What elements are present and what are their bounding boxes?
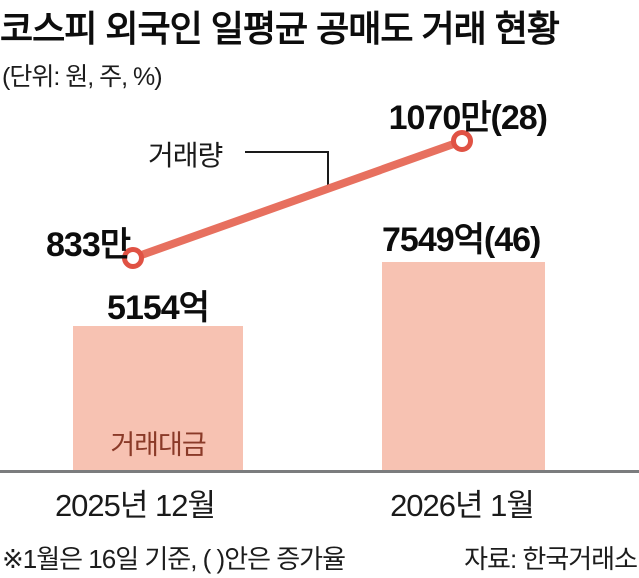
trading-value-2025-12: 5154억 — [107, 289, 210, 327]
line-series-legend: 거래량 — [148, 140, 223, 171]
legend-leader-line — [245, 151, 329, 189]
footer: ※1월은 16일 기준, ( )안은 증가율 자료: 한국거래소 — [2, 539, 638, 576]
footnote: ※1월은 16일 기준, ( )안은 증가율 — [2, 544, 346, 574]
x-axis-line — [0, 470, 639, 473]
source-credit: 자료: 한국거래소 — [464, 544, 638, 574]
x-label-2026-01: 2026년 1월 — [390, 488, 535, 523]
volume-value-2025-12: 833만 — [46, 226, 131, 264]
volume-value-2026-01: 1070만(28) — [388, 99, 548, 137]
bar-2026-01-trading-value — [382, 262, 545, 471]
unit-note: (단위: 원, 주, %) — [2, 63, 163, 91]
x-label-2025-12: 2025년 12월 — [54, 488, 216, 523]
bar-series-legend: 거래대금 — [110, 430, 206, 460]
chart-title: 코스피 외국인 일평균 공매도 거래 현황 — [0, 8, 560, 49]
trading-value-2026-01: 7549억(46) — [382, 221, 541, 259]
bar-2025-12-trading-value — [73, 326, 243, 471]
